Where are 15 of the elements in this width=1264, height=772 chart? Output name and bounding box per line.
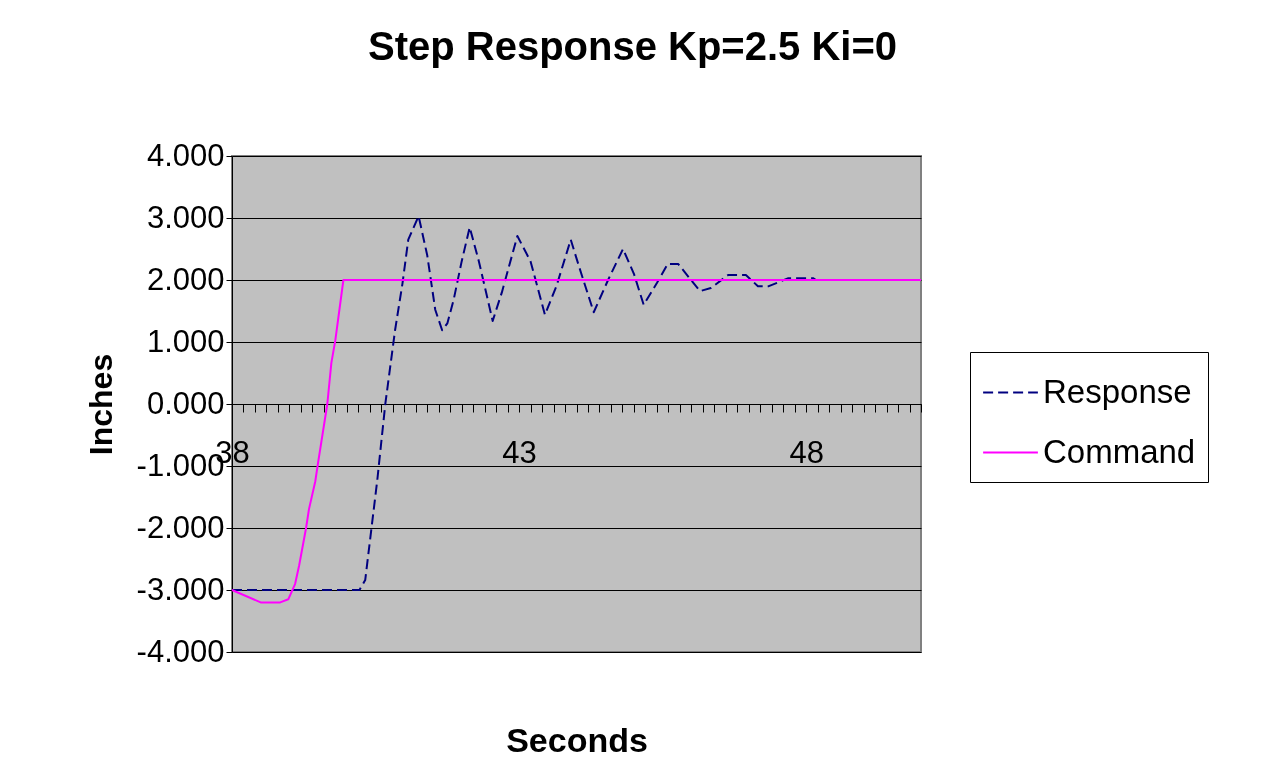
chart-title: Step Response Kp=2.5 Ki=0 <box>367 24 898 68</box>
y-tick-label: 2.000 <box>146 261 225 297</box>
x-tick-label: 43 <box>502 434 537 470</box>
y-tick-label: 4.000 <box>146 137 225 173</box>
legend-label: Command <box>1043 432 1196 470</box>
y-axis-title: Inches <box>82 353 119 456</box>
y-tick-label: -2.000 <box>136 509 225 545</box>
y-tick-label: 0.000 <box>146 385 225 421</box>
legend-label: Response <box>1043 372 1192 410</box>
x-tick-label: 48 <box>789 434 824 470</box>
x-axis-title: Seconds <box>506 720 648 759</box>
y-tick-label: -4.000 <box>136 633 225 669</box>
y-tick-label: 1.000 <box>146 323 225 359</box>
y-tick-label: 3.000 <box>146 199 225 235</box>
y-tick-label: -3.000 <box>136 571 225 607</box>
